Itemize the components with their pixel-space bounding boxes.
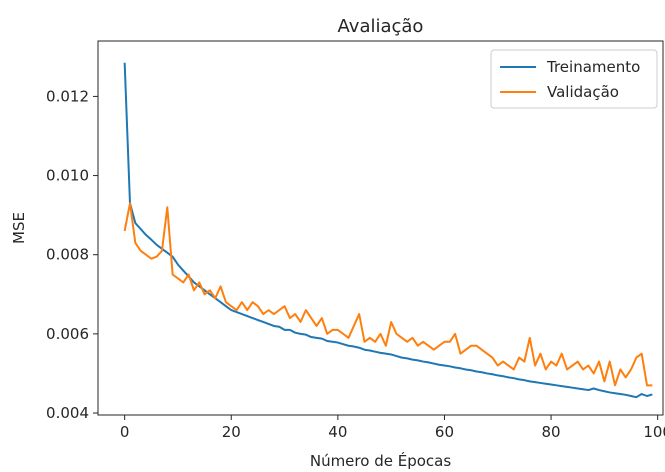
x-tick-label: 40 [328, 423, 347, 441]
series-line-treinamento [123, 62, 653, 399]
plot-area [97, 40, 664, 416]
chart-title: Avaliação [338, 16, 424, 37]
series-line-validacao [123, 202, 653, 387]
series-layer [123, 62, 653, 399]
y-tick-label: 0.008 [46, 246, 89, 264]
plot-frame [97, 40, 664, 416]
y-tick-label: 0.006 [46, 325, 89, 343]
legend-box [490, 49, 658, 109]
x-tick-label: 20 [222, 423, 241, 441]
y-axis-ticks: 0.004 0.006 0.008 0.010 0.012 [46, 87, 98, 422]
legend-label: Validação [547, 83, 619, 101]
y-axis-label: MSE [10, 212, 28, 244]
y-tick-label: 0.012 [46, 87, 89, 105]
legend: Treinamento Validação [490, 49, 658, 109]
y-tick-label: 0.004 [46, 404, 89, 422]
x-axis-ticks: 0 20 40 60 80 100 [120, 415, 665, 441]
x-tick-label: 80 [542, 423, 561, 441]
x-tick-label: 100 [643, 423, 665, 441]
legend-label: Treinamento [546, 58, 640, 76]
y-tick-label: 0.010 [46, 167, 89, 185]
x-tick-label: 0 [120, 423, 130, 441]
x-tick-label: 60 [435, 423, 454, 441]
x-axis-label: Número de Épocas [310, 451, 451, 470]
